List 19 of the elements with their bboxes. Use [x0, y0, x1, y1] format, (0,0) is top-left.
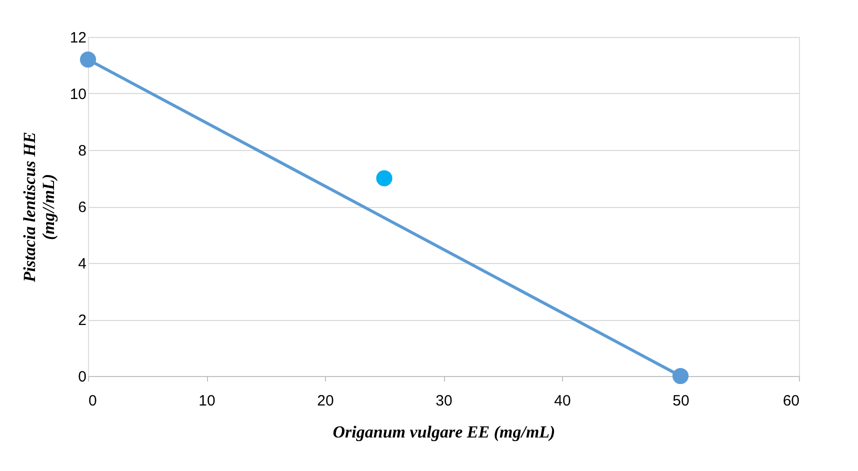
- y-tick-label: 6: [78, 199, 86, 216]
- x-tick-label: 30: [436, 392, 452, 410]
- y-tick-label: 8: [78, 142, 86, 160]
- point: [376, 170, 392, 186]
- y-axis-title: Pistacia lentiscus HE (mg//mL): [20, 132, 58, 284]
- x-tick-label: 0: [88, 392, 97, 410]
- x-tick-label: 10: [198, 392, 216, 410]
- y-tick-label: 4: [78, 256, 86, 272]
- x-tick-label: 50: [672, 392, 690, 410]
- y-tick-label: 10: [70, 86, 86, 103]
- y-tick-label: 0: [78, 368, 86, 386]
- x-axis-title: Origanum vulgare EE (mg/mL): [332, 422, 556, 442]
- y-tick-label: 12: [70, 30, 86, 46]
- point: [672, 368, 689, 384]
- x-tick-label: 20: [317, 392, 334, 410]
- x-tick-label: 40: [554, 392, 571, 410]
- y-tick-label: 2: [78, 312, 86, 329]
- x-tick-label: 60: [782, 392, 800, 410]
- point: [80, 52, 96, 68]
